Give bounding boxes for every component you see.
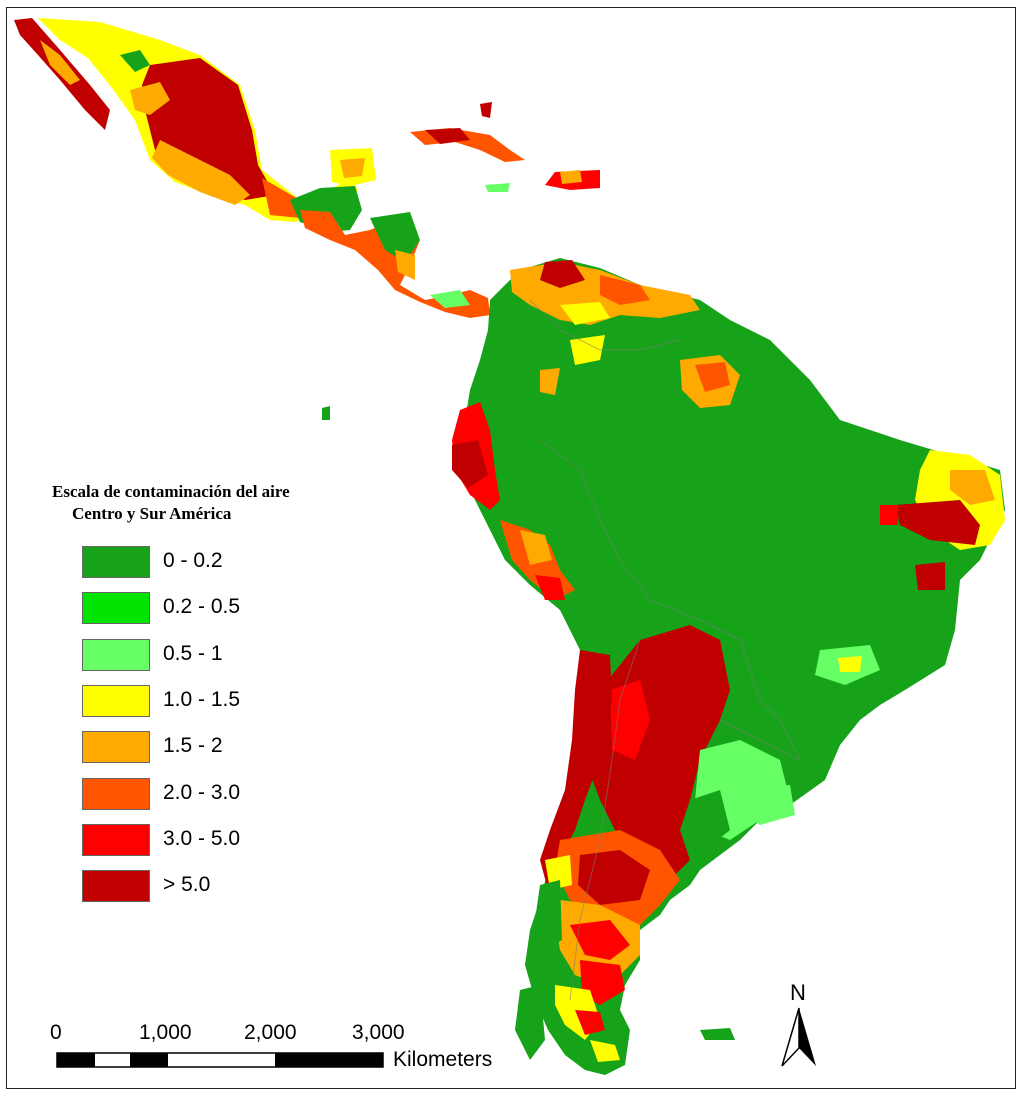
central-america-region xyxy=(290,186,490,318)
north-label: N xyxy=(790,980,806,1005)
legend-swatch xyxy=(82,685,150,717)
legend-swatch xyxy=(82,639,150,671)
legend-swatch xyxy=(82,824,150,856)
country-borders xyxy=(529,299,801,1001)
scale-tick-2000: 2,000 xyxy=(244,1021,297,1044)
scale-tick-0: 0 xyxy=(50,1021,62,1044)
brazil-ne-hotspots xyxy=(815,450,1005,685)
legend-swatch xyxy=(82,731,150,763)
legend-label: 1.0 - 1.5 xyxy=(163,688,241,711)
legend-swatch xyxy=(82,870,150,902)
southern-cone-hotspots xyxy=(515,625,795,1062)
legend-label: 0.2 - 0.5 xyxy=(163,595,241,618)
legend-label: 2.0 - 3.0 xyxy=(163,781,241,804)
legend-swatch xyxy=(82,592,150,624)
northern-sa-hotspots xyxy=(510,260,740,408)
scale-bar xyxy=(56,1052,384,1068)
west-coast-hotspots xyxy=(452,402,575,600)
scale-unit-label: Kilometers xyxy=(393,1048,493,1071)
north-arrow-icon xyxy=(781,1007,816,1067)
scale-tick-3000: 3,000 xyxy=(352,1021,405,1044)
legend-swatch xyxy=(82,778,150,810)
caribbean-islands xyxy=(322,102,735,1040)
legend-label: 1.5 - 2 xyxy=(163,734,223,757)
legend-label: 3.0 - 5.0 xyxy=(163,827,241,850)
legend-title-line2: Centro y Sur América xyxy=(72,504,232,523)
legend-swatch xyxy=(82,546,150,578)
legend-label: 0.5 - 1 xyxy=(163,642,223,665)
legend-title-line1: Escala de contaminación del aire xyxy=(52,482,290,501)
legend-label: > 5.0 xyxy=(163,873,211,896)
legend-label: 0 - 0.2 xyxy=(163,549,223,572)
scale-tick-1000: 1,000 xyxy=(139,1021,192,1044)
